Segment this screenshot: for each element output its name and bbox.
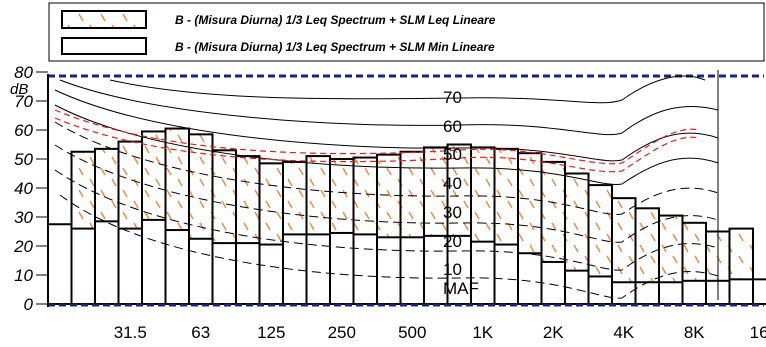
y-tick-label: 60: [14, 121, 33, 140]
y-ticks: 80 70 60 50 40 30 20 10 0: [13, 63, 48, 314]
curve-dashed: [54, 121, 719, 215]
bar-min: [376, 236, 402, 305]
y-tick-label: 40: [14, 179, 33, 198]
legend-label-leq: B - (Misura Diurna) 1/3 Leq Spectrum + S…: [175, 13, 496, 27]
bar-min: [282, 233, 308, 305]
bar-min: [728, 278, 754, 306]
curve-dashed: [54, 169, 719, 271]
x-tick-label: 16K: [750, 323, 766, 342]
y-tick-label: 20: [13, 237, 33, 256]
curve-solid: [54, 104, 719, 185]
bars-min: [47, 218, 766, 306]
curve-label: 20: [443, 232, 462, 251]
x-ticks: 31.5 63 125 250 500 1K 2K 4K 8K 16K: [114, 323, 766, 342]
bar-min: [517, 252, 543, 305]
equal-loudness-curves: [54, 70, 719, 300]
bar-min: [141, 218, 167, 305]
curve-solid: [109, 75, 706, 104]
bar-min: [399, 236, 425, 305]
reference-curve-red: [54, 109, 701, 165]
legend: B - (Misura Diurna) 1/3 Leq Spectrum + S…: [48, 2, 765, 62]
legend-swatch-min: [61, 37, 147, 55]
y-tick-label: 30: [14, 208, 33, 227]
bar-min: [94, 220, 120, 306]
curve-label: 30: [443, 203, 462, 222]
y-tick-label: 50: [14, 150, 33, 169]
legend-swatch-leq: [61, 10, 147, 29]
curve-solid: [59, 79, 719, 136]
curve-label: 40: [443, 174, 462, 193]
bar-min: [587, 275, 613, 306]
bar-min: [211, 242, 237, 306]
bar-min: [235, 242, 261, 306]
bar-min: [752, 278, 766, 306]
curve-dashed: [59, 194, 719, 299]
legend-label-min: B - (Misura Diurna) 1/3 Leq Spectrum + S…: [175, 40, 495, 54]
bar-min: [258, 243, 284, 306]
x-tick-label: 125: [257, 323, 285, 342]
bar-min: [493, 243, 519, 306]
bar-min: [329, 231, 355, 305]
x-tick-label: 31.5: [114, 323, 147, 342]
x-tick-label: 500: [398, 323, 426, 342]
bar-min: [117, 227, 143, 306]
y-axis-unit-label: dB: [10, 81, 28, 98]
bar-min: [611, 281, 637, 305]
curve-label: 10: [443, 260, 462, 279]
curve-solid: [54, 89, 719, 162]
curve-label: 50: [443, 145, 462, 164]
bar-min: [188, 237, 214, 305]
curve-dashed: [54, 144, 719, 243]
bar-min: [634, 281, 660, 305]
x-tick-label: 4K: [613, 323, 634, 342]
bar-min: [681, 279, 707, 305]
reference-curve-red: [54, 117, 701, 173]
y-tick-label: 70: [14, 92, 33, 111]
x-tick-label: 1K: [472, 323, 493, 342]
y-tick-label: 10: [14, 266, 33, 285]
x-tick-label: 250: [328, 323, 356, 342]
y-tick-label: 0: [24, 295, 34, 314]
bar-min: [540, 260, 566, 306]
curve-label: 60: [443, 117, 462, 136]
x-tick-label: 8K: [684, 323, 705, 342]
curve-label: MAF: [443, 279, 479, 298]
bar-min: [47, 223, 73, 305]
x-tick-label: 2K: [543, 323, 564, 342]
curve-label: 70: [443, 88, 462, 107]
y-tick-label: 80: [14, 63, 33, 82]
bar-min: [70, 227, 96, 306]
bar-min: [164, 229, 190, 305]
bar-min: [658, 281, 684, 305]
x-tick-label: 63: [191, 323, 210, 342]
legend-box: [48, 2, 765, 62]
bar-min: [352, 233, 378, 305]
